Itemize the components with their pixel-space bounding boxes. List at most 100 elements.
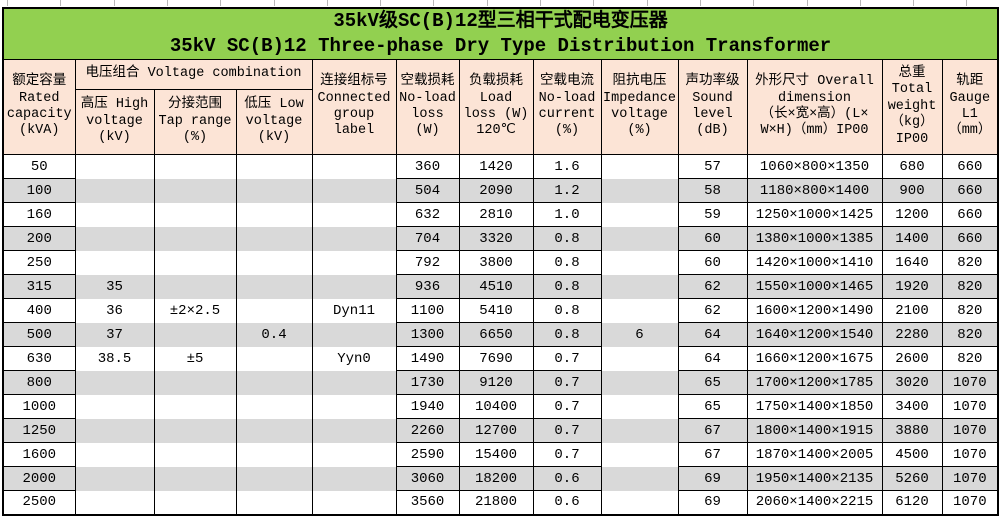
cell-rated-capacity: 630 bbox=[2, 346, 76, 371]
cell-load-loss: 7690 bbox=[458, 346, 534, 371]
cell-rated-capacity: 2500 bbox=[2, 490, 76, 515]
cell-gauge: 1070 bbox=[941, 394, 999, 419]
cell-sound-level: 65 bbox=[677, 394, 748, 419]
cell-low-voltage bbox=[235, 250, 313, 275]
cell-connected-group bbox=[311, 322, 397, 347]
cell-load-loss: 12700 bbox=[458, 418, 534, 443]
cell-gauge: 660 bbox=[941, 226, 999, 251]
cell-rated-capacity: 800 bbox=[2, 370, 76, 395]
cell-rated-capacity: 500 bbox=[2, 322, 76, 347]
cell-gauge: 820 bbox=[941, 322, 999, 347]
cell-gauge: 1070 bbox=[941, 442, 999, 467]
cell-low-voltage bbox=[235, 346, 313, 371]
cell-overall-dimension: 1420×1000×1410 bbox=[746, 250, 883, 275]
grid-tick bbox=[487, 0, 488, 6]
cell-impedance-voltage bbox=[600, 346, 679, 371]
cell-low-voltage bbox=[235, 226, 313, 251]
cell-low-voltage bbox=[235, 370, 313, 395]
cell-no-load-current: 0.6 bbox=[532, 466, 602, 491]
cell-rated-capacity: 2000 bbox=[2, 466, 76, 491]
cell-connected-group bbox=[311, 418, 397, 443]
cell-overall-dimension: 1380×1000×1385 bbox=[746, 226, 883, 251]
table-row: 1250 2260 12700 0.7 67 1800×1400×1915 3880 1070 bbox=[2, 418, 999, 443]
cell-impedance-voltage: 6 bbox=[600, 322, 679, 347]
cell-gauge: 1070 bbox=[941, 418, 999, 443]
col-header-impedance-voltage: 阻抗电压 Impedance voltage (%) bbox=[600, 59, 679, 155]
cell-no-load-current: 0.8 bbox=[532, 226, 602, 251]
cell-load-loss: 2090 bbox=[458, 178, 534, 203]
col-header-overall-dimension: 外形尺寸 Overall dimension （长×宽×高）(L× W×H)（m… bbox=[746, 59, 883, 155]
cell-no-load-current: 0.7 bbox=[532, 346, 602, 371]
cell-high-voltage bbox=[74, 202, 155, 227]
cell-sound-level: 57 bbox=[677, 154, 748, 179]
table-row: 500 37 0.4 1300 6650 0.8 6 64 1640×1200×1540 2280… bbox=[2, 322, 999, 347]
cell-overall-dimension: 1950×1400×2135 bbox=[746, 466, 883, 491]
cell-impedance-voltage bbox=[600, 466, 679, 491]
col-header-load-loss: 负载损耗 Load loss (W) 120℃ bbox=[458, 59, 534, 155]
cell-tap-range bbox=[153, 154, 237, 179]
cell-gauge: 660 bbox=[941, 154, 999, 179]
cell-high-voltage: 35 bbox=[74, 274, 155, 299]
cell-total-weight: 680 bbox=[881, 154, 943, 179]
cell-load-loss: 3800 bbox=[458, 250, 534, 275]
grid-tick bbox=[220, 0, 221, 6]
cell-gauge: 820 bbox=[941, 250, 999, 275]
cell-load-loss: 4510 bbox=[458, 274, 534, 299]
cell-connected-group bbox=[311, 442, 397, 467]
table-title: 35kV级SC(B)12型三相干式配电变压器 35kV SC(B)12 Thre… bbox=[2, 7, 999, 60]
cell-rated-capacity: 315 bbox=[2, 274, 76, 299]
cell-tap-range bbox=[153, 274, 237, 299]
cell-high-voltage: 36 bbox=[74, 298, 155, 323]
cell-total-weight: 4500 bbox=[881, 442, 943, 467]
cell-no-load-loss: 504 bbox=[395, 178, 460, 203]
col-header-no-load-current: 空载电流 No-load current (%) bbox=[532, 59, 602, 155]
cell-rated-capacity: 250 bbox=[2, 250, 76, 275]
cell-low-voltage: 0.4 bbox=[235, 322, 313, 347]
cell-sound-level: 67 bbox=[677, 442, 748, 467]
cell-no-load-current: 0.7 bbox=[532, 394, 602, 419]
cell-sound-level: 67 bbox=[677, 418, 748, 443]
cell-high-voltage bbox=[74, 370, 155, 395]
cell-tap-range bbox=[153, 442, 237, 467]
grid-tick bbox=[60, 0, 61, 6]
cell-total-weight: 1640 bbox=[881, 250, 943, 275]
col-header-voltage-combination: 电压组合 Voltage combination bbox=[74, 59, 313, 90]
cell-no-load-loss: 704 bbox=[395, 226, 460, 251]
cell-low-voltage bbox=[235, 274, 313, 299]
cell-total-weight: 900 bbox=[881, 178, 943, 203]
cell-low-voltage bbox=[235, 442, 313, 467]
cell-no-load-current: 0.7 bbox=[532, 418, 602, 443]
cell-connected-group bbox=[311, 466, 397, 491]
cell-rated-capacity: 1250 bbox=[2, 418, 76, 443]
cell-rated-capacity: 200 bbox=[2, 226, 76, 251]
cell-load-loss: 2810 bbox=[458, 202, 534, 227]
cell-total-weight: 2100 bbox=[881, 298, 943, 323]
cell-no-load-loss: 632 bbox=[395, 202, 460, 227]
cell-sound-level: 58 bbox=[677, 178, 748, 203]
cell-load-loss: 1420 bbox=[458, 154, 534, 179]
table-title-zh: 35kV级SC(B)12型三相干式配电变压器 bbox=[333, 10, 668, 32]
cell-rated-capacity: 160 bbox=[2, 202, 76, 227]
cell-impedance-voltage bbox=[600, 154, 679, 179]
cell-tap-range bbox=[153, 394, 237, 419]
cell-low-voltage bbox=[235, 298, 313, 323]
cell-connected-group bbox=[311, 202, 397, 227]
grid-tick bbox=[327, 0, 328, 6]
cell-overall-dimension: 1180×800×1400 bbox=[746, 178, 883, 203]
cell-load-loss: 10400 bbox=[458, 394, 534, 419]
cell-no-load-current: 0.7 bbox=[532, 442, 602, 467]
table-row: 315 35 936 4510 0.8 62 1550×1000×1465 1920 820 bbox=[2, 274, 999, 299]
cell-total-weight: 3880 bbox=[881, 418, 943, 443]
cell-no-load-current: 0.8 bbox=[532, 250, 602, 275]
cell-total-weight: 2600 bbox=[881, 346, 943, 371]
cell-total-weight: 5260 bbox=[881, 466, 943, 491]
cell-no-load-loss: 2590 bbox=[395, 442, 460, 467]
cell-low-voltage bbox=[235, 394, 313, 419]
cell-high-voltage bbox=[74, 418, 155, 443]
cell-no-load-loss: 936 bbox=[395, 274, 460, 299]
cell-high-voltage: 37 bbox=[74, 322, 155, 347]
cell-tap-range bbox=[153, 490, 237, 515]
cell-no-load-loss: 3560 bbox=[395, 490, 460, 515]
cell-impedance-voltage bbox=[600, 178, 679, 203]
grid-tick bbox=[380, 0, 381, 6]
